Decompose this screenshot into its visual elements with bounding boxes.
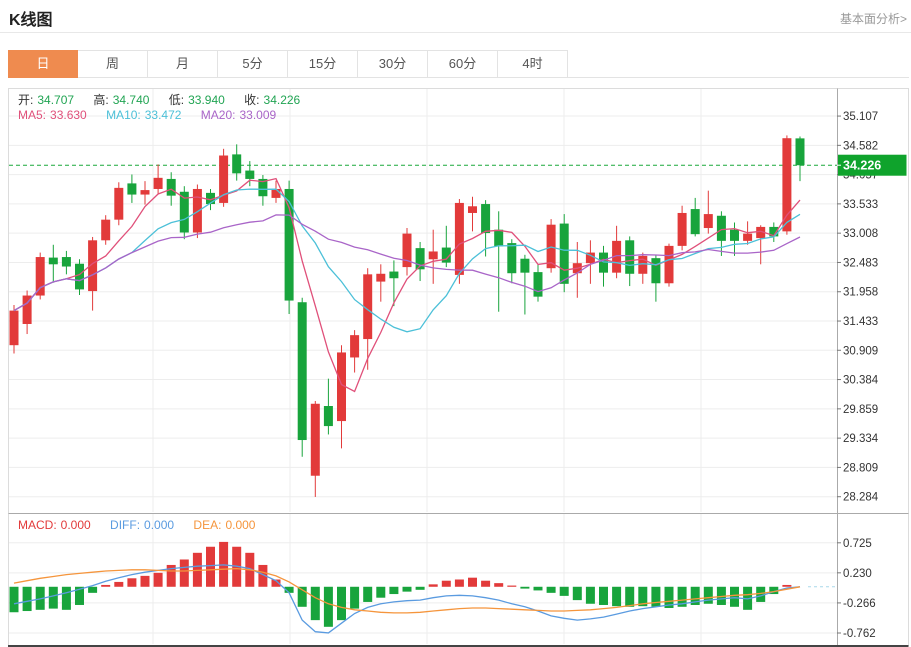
page-title: K线图 bbox=[9, 12, 53, 29]
top-bar: K线图 基本面分析> bbox=[0, 0, 911, 33]
tab-30分[interactable]: 30分 bbox=[358, 50, 428, 78]
fundamental-analysis-link[interactable]: 基本面分析> bbox=[839, 12, 907, 26]
period-tabbar: 日周月 5分 15分 30分 60分 4时 bbox=[8, 50, 909, 78]
tab-15分[interactable]: 15分 bbox=[288, 50, 358, 78]
svg-text:34.582: 34.582 bbox=[843, 140, 878, 152]
svg-text:-0.266: -0.266 bbox=[843, 598, 876, 610]
tab-4时[interactable]: 4时 bbox=[498, 50, 568, 78]
svg-text:28.809: 28.809 bbox=[843, 462, 878, 474]
svg-text:32.483: 32.483 bbox=[843, 257, 878, 269]
svg-text:30.384: 30.384 bbox=[843, 375, 879, 387]
svg-text:-0.762: -0.762 bbox=[843, 628, 876, 640]
svg-text:29.334: 29.334 bbox=[843, 433, 879, 445]
svg-text:35.107: 35.107 bbox=[843, 111, 878, 123]
svg-text:0.230: 0.230 bbox=[843, 568, 872, 580]
svg-text:34.226: 34.226 bbox=[843, 159, 881, 173]
svg-text:28.284: 28.284 bbox=[843, 492, 879, 504]
svg-text:33.533: 33.533 bbox=[843, 199, 878, 211]
tab-周[interactable]: 周 bbox=[78, 50, 148, 78]
svg-text:0.725: 0.725 bbox=[843, 538, 872, 550]
tab-月[interactable]: 月 bbox=[148, 50, 218, 78]
svg-text:31.433: 31.433 bbox=[843, 316, 878, 328]
tab-日[interactable]: 日 bbox=[8, 50, 78, 78]
svg-text:30.909: 30.909 bbox=[843, 345, 878, 357]
svg-text:31.958: 31.958 bbox=[843, 287, 878, 299]
tab-60分[interactable]: 60分 bbox=[428, 50, 498, 78]
svg-text:29.859: 29.859 bbox=[843, 404, 878, 416]
svg-text:33.008: 33.008 bbox=[843, 228, 878, 240]
tab-5分[interactable]: 5分 bbox=[218, 50, 288, 78]
